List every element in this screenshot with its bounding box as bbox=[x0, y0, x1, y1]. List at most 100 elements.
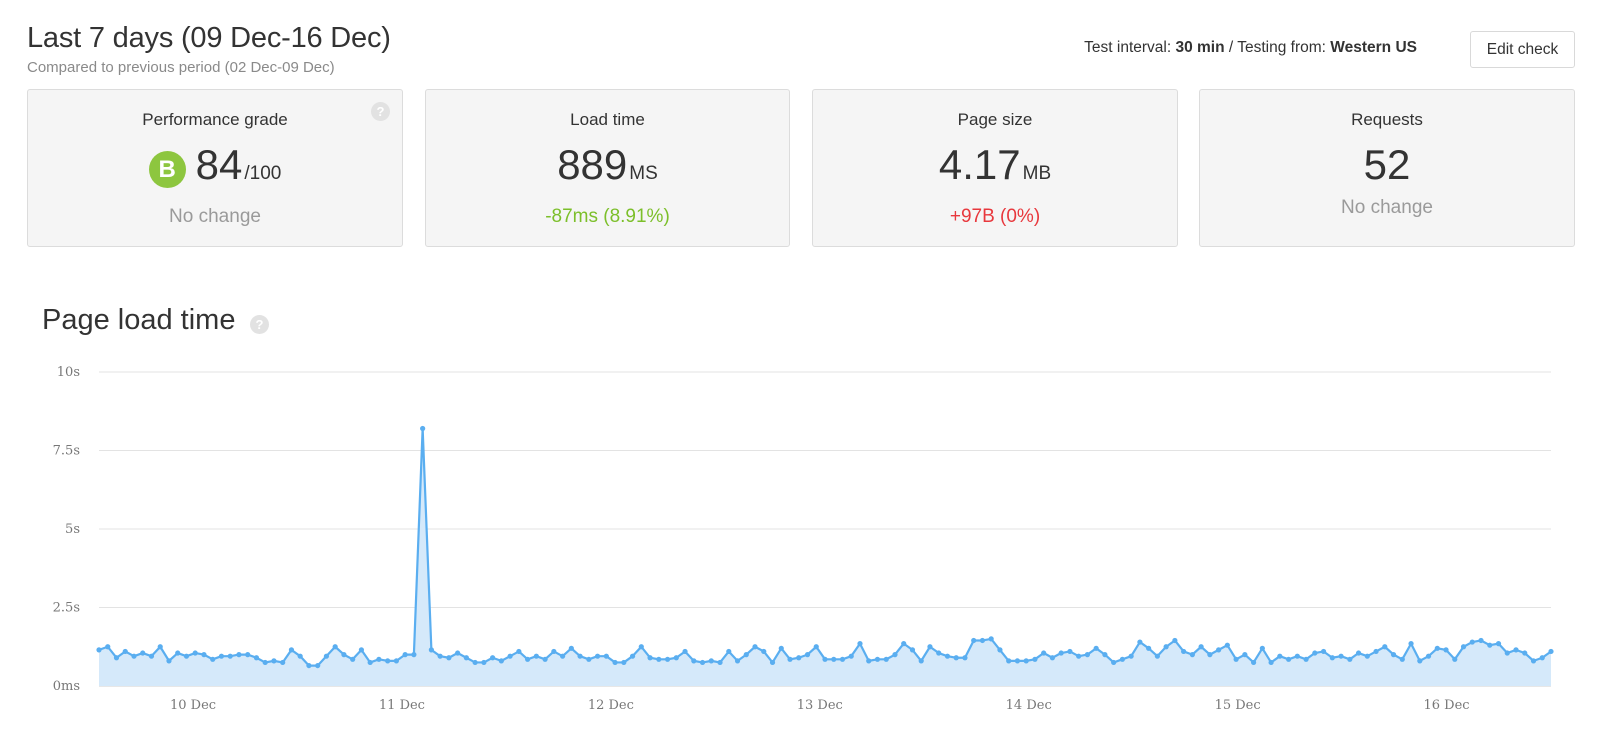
data-point bbox=[210, 656, 216, 662]
data-point bbox=[647, 655, 653, 661]
data-point bbox=[778, 645, 784, 651]
data-point bbox=[1006, 658, 1012, 664]
data-point bbox=[455, 650, 461, 656]
edit-check-button[interactable]: Edit check bbox=[1470, 31, 1575, 68]
data-point bbox=[516, 648, 522, 655]
data-point bbox=[525, 656, 531, 662]
x-tick-label: 10 Dec bbox=[170, 698, 216, 713]
data-point bbox=[533, 653, 539, 659]
data-point bbox=[1128, 653, 1134, 659]
data-point bbox=[682, 648, 688, 655]
performance-grade-card: ? Performance grade B 84 /100 No change bbox=[27, 89, 403, 247]
data-point bbox=[358, 647, 365, 653]
data-point bbox=[1172, 637, 1178, 644]
load-time-unit: MS bbox=[629, 163, 658, 184]
grade-badge: B bbox=[148, 151, 186, 188]
x-tick-label: 14 Dec bbox=[1006, 698, 1052, 713]
data-point bbox=[385, 658, 391, 664]
data-point bbox=[796, 655, 802, 661]
data-point bbox=[1268, 659, 1274, 666]
question-icon[interactable]: ? bbox=[371, 102, 390, 121]
data-point bbox=[1093, 645, 1099, 651]
data-point bbox=[1548, 648, 1554, 655]
data-point bbox=[1347, 656, 1353, 662]
data-point bbox=[1504, 650, 1510, 656]
data-point bbox=[245, 652, 251, 658]
y-tick-label: 5s bbox=[65, 522, 80, 537]
data-point bbox=[962, 655, 968, 661]
data-point bbox=[1364, 653, 1370, 659]
data-point bbox=[1373, 648, 1379, 655]
data-point bbox=[463, 655, 469, 661]
x-tick-label: 16 Dec bbox=[1424, 698, 1470, 713]
data-point bbox=[831, 656, 837, 662]
data-point bbox=[1277, 653, 1283, 659]
question-icon[interactable]: ? bbox=[250, 315, 269, 334]
data-point bbox=[909, 647, 916, 653]
data-point bbox=[577, 653, 583, 659]
data-point bbox=[822, 656, 828, 662]
data-point bbox=[621, 659, 627, 666]
page-size-value: 4.17 bbox=[938, 141, 1021, 188]
data-point bbox=[752, 644, 758, 650]
data-point bbox=[866, 658, 872, 664]
data-point bbox=[1303, 656, 1309, 662]
data-point bbox=[629, 653, 636, 659]
data-point bbox=[1058, 650, 1064, 656]
data-point bbox=[446, 655, 452, 661]
page-size-change: +97B (0%) bbox=[949, 206, 1041, 227]
load-time-value-row: 889 MS bbox=[426, 142, 789, 197]
data-point bbox=[734, 658, 741, 664]
data-point bbox=[1469, 639, 1475, 645]
page-size-card: Page size 4.17 MB +97B (0%) bbox=[812, 89, 1178, 247]
data-point bbox=[1513, 647, 1519, 653]
data-point bbox=[1434, 645, 1440, 651]
data-point bbox=[542, 656, 548, 662]
y-tick-label: 0ms bbox=[53, 679, 80, 694]
x-tick-label: 11 Dec bbox=[379, 698, 425, 713]
page-load-time-title: Page load time bbox=[42, 304, 236, 336]
data-point bbox=[490, 655, 496, 661]
data-point bbox=[586, 656, 592, 662]
data-point bbox=[971, 637, 977, 644]
data-point bbox=[1399, 656, 1405, 662]
data-point bbox=[481, 659, 487, 666]
data-point bbox=[1294, 653, 1300, 659]
performance-grade-label: Performance grade bbox=[142, 110, 288, 129]
performance-grade-unit: /100 bbox=[244, 163, 282, 184]
test-info-separator: / bbox=[1228, 39, 1234, 56]
data-point bbox=[1076, 653, 1082, 659]
series-line bbox=[98, 427, 1552, 667]
data-point bbox=[1329, 655, 1335, 661]
performance-grade-value-row: B 84 /100 bbox=[28, 142, 402, 197]
data-point bbox=[726, 648, 732, 655]
data-point bbox=[472, 659, 478, 666]
data-point bbox=[297, 653, 303, 659]
data-point bbox=[341, 652, 347, 658]
data-point bbox=[192, 650, 198, 656]
data-point bbox=[1285, 656, 1292, 662]
data-point bbox=[1320, 648, 1327, 655]
data-point bbox=[1102, 652, 1108, 658]
data-point bbox=[1146, 645, 1152, 651]
data-point bbox=[96, 647, 102, 653]
data-point bbox=[105, 644, 111, 650]
data-point bbox=[857, 641, 863, 647]
data-point bbox=[664, 656, 671, 662]
load-time-value: 889 bbox=[557, 141, 628, 188]
data-point bbox=[201, 652, 207, 658]
data-point bbox=[979, 637, 986, 644]
x-tick-label: 15 Dec bbox=[1215, 698, 1261, 713]
data-point bbox=[367, 659, 373, 666]
data-point bbox=[1198, 644, 1204, 650]
data-point bbox=[393, 658, 399, 664]
x-tick-label: 12 Dec bbox=[588, 698, 634, 713]
data-point bbox=[1189, 652, 1195, 658]
data-point bbox=[743, 652, 749, 658]
data-point bbox=[253, 655, 260, 661]
data-point bbox=[944, 653, 951, 659]
data-point bbox=[227, 653, 233, 659]
data-point bbox=[262, 659, 268, 666]
data-point bbox=[936, 650, 942, 656]
